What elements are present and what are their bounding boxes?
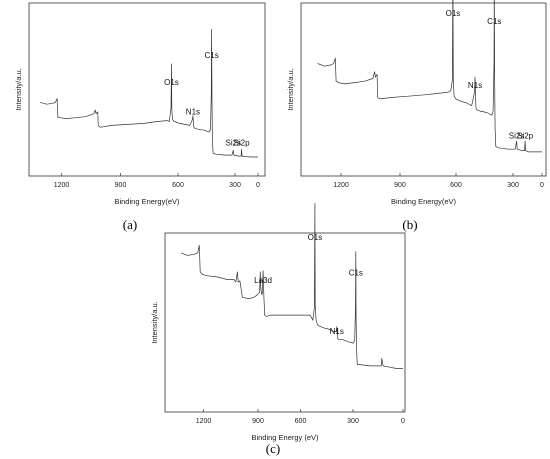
peak-label-c1s: C1s xyxy=(349,269,363,278)
chart-panel-2: 1200 900 600 300 0 Binding Energy(eV) Intensit… xyxy=(286,0,547,232)
chart-panel-1: 1200 900 600 300 0 Binding Energy(eV) Intensit… xyxy=(14,2,266,232)
x-axis-label: Binding Energy(eV) xyxy=(114,197,180,206)
x-tick-label: 1200 xyxy=(196,418,212,425)
x-tick-label: 600 xyxy=(450,182,462,189)
plot-frame xyxy=(300,2,547,177)
x-tick-label: 300 xyxy=(507,182,519,189)
x-tick-label: 300 xyxy=(347,418,359,425)
x-tick-label: 300 xyxy=(229,182,241,189)
spectrum-line xyxy=(317,0,542,153)
chart-panel-3: 1200 900 600 300 0 Binding Energy (eV) Intensi… xyxy=(150,203,406,456)
peak-label-si2p: Si2p xyxy=(234,138,251,147)
peak-label-o1s: O1s xyxy=(308,233,323,242)
panel-label: (c) xyxy=(266,441,280,456)
peak-label-o1s: O1s xyxy=(446,9,461,18)
x-tick-label: 900 xyxy=(252,418,264,425)
peak-label-o1s: O1s xyxy=(164,78,179,87)
x-tick-label: 600 xyxy=(172,182,184,189)
x-tick-label: 900 xyxy=(115,182,127,189)
peak-label-c1s: C1s xyxy=(487,17,501,26)
x-tick-label: 600 xyxy=(295,418,307,425)
x-tick-label: 0 xyxy=(256,182,260,189)
x-tick-label: 1200 xyxy=(333,182,349,189)
peak-label-la3d: La3d xyxy=(254,276,272,285)
plot-frame xyxy=(28,2,266,177)
x-tick-label: 0 xyxy=(540,182,544,189)
peak-label-n1s: N1s xyxy=(186,108,200,117)
x-tick-label: 1200 xyxy=(54,182,70,189)
peak-label-si2p: Si2p xyxy=(517,131,534,140)
peak-label-n1s: N1s xyxy=(468,81,482,90)
y-axis-label: Intensity/a.u. xyxy=(286,68,295,111)
spectrum-line xyxy=(39,29,258,158)
peak-label-si2s: Si2s xyxy=(509,131,525,140)
peak-label-c1s: C1s xyxy=(205,51,219,60)
y-axis-label: Intensity/a.u. xyxy=(14,68,23,111)
x-tick-label: 900 xyxy=(394,182,406,189)
plot-frame xyxy=(164,232,406,413)
panel-label: (a) xyxy=(123,217,137,232)
panel-label: (b) xyxy=(402,217,417,232)
x-tick-label: 0 xyxy=(401,418,405,425)
peak-label-si2s: Si2s xyxy=(225,138,241,147)
peak-label-n1s: N1s xyxy=(330,327,344,336)
y-axis-label: Intensity/a.u. xyxy=(150,301,159,344)
x-axis-label: Binding Energy(eV) xyxy=(391,197,457,206)
x-axis-label: Binding Energy (eV) xyxy=(251,433,319,442)
spectrum-line xyxy=(180,203,403,369)
